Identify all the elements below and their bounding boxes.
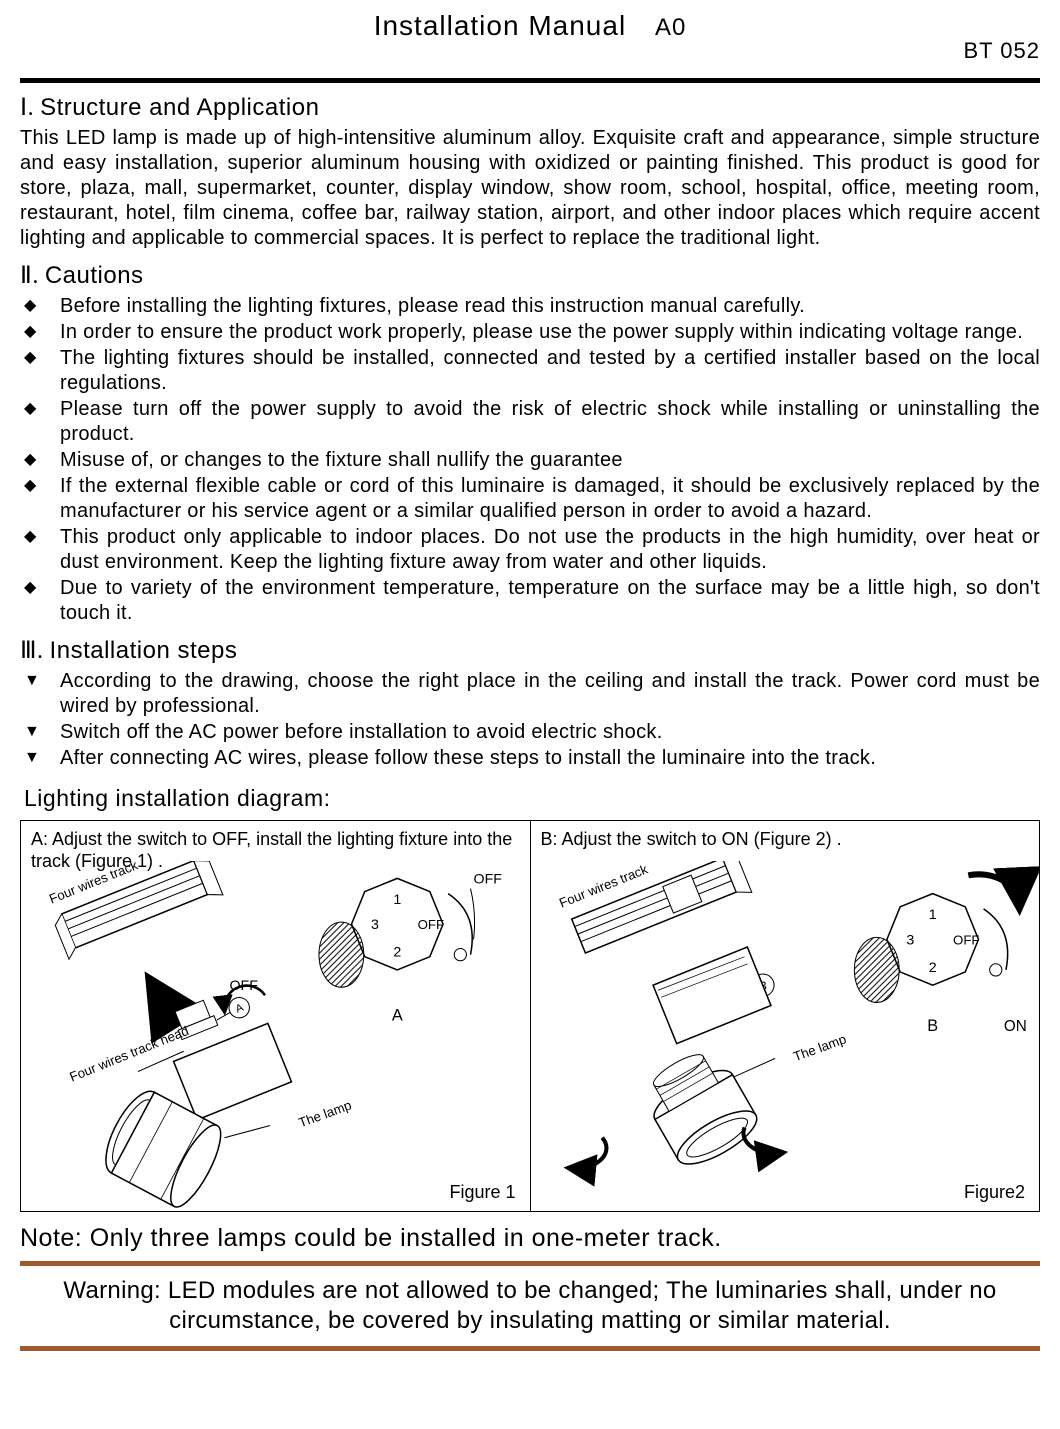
heading-steps: Installation steps bbox=[50, 637, 238, 664]
caution-item: ◆ Due to variety of the environment tempe… bbox=[20, 576, 1040, 626]
step-item: ▼ Switch off the AC power before installa… bbox=[20, 720, 1040, 745]
caution-item: ◆ Before installing the lighting fixtures… bbox=[20, 294, 1040, 319]
caution-item: ◆ Please turn off the power supply to avo… bbox=[20, 397, 1040, 447]
diamond-bullet-icon: ◆ bbox=[24, 399, 37, 419]
header: Installation Manual A0 BT 052 bbox=[20, 10, 1040, 83]
caution-text: In order to ensure the product work prop… bbox=[60, 321, 1023, 343]
figure-1-svg: 1 3 2 OFF OFF A Four wires track OFF bbox=[21, 861, 530, 1211]
section-steps-heading: Ⅲ.Installation steps bbox=[20, 636, 1040, 665]
doc-version: A0 bbox=[655, 14, 686, 41]
heading-structure: Structure and Application bbox=[40, 94, 319, 121]
diamond-bullet-icon: ◆ bbox=[24, 527, 37, 547]
lamp-label-b: The lamp bbox=[791, 1031, 848, 1064]
figure-1-label: Figure 1 bbox=[449, 1182, 515, 1203]
head-label: Four wires track head bbox=[67, 1023, 190, 1085]
dial-1: 1 bbox=[393, 892, 401, 908]
title-row: Installation Manual A0 bbox=[20, 10, 1040, 50]
figure-2-label: Figure2 bbox=[964, 1182, 1025, 1203]
caution-item: ◆ In order to ensure the product work pro… bbox=[20, 320, 1040, 345]
warning-text: Warning: LED modules are not allowed to … bbox=[20, 1274, 1040, 1338]
step-item: ▼ According to the drawing, choose the ri… bbox=[20, 669, 1040, 719]
off-top: OFF bbox=[474, 871, 503, 887]
diagram-panel-b: B: Adjust the switch to ON (Figure 2) . … bbox=[531, 821, 1040, 1211]
caution-item: ◆ If the external flexible cable or cord … bbox=[20, 474, 1040, 524]
dial-3: 3 bbox=[371, 917, 379, 933]
steps-list: ▼ According to the drawing, choose the ri… bbox=[20, 669, 1040, 771]
diamond-bullet-icon: ◆ bbox=[24, 296, 37, 316]
caution-text: Due to variety of the environment temper… bbox=[60, 577, 1040, 624]
diamond-bullet-icon: ◆ bbox=[24, 476, 37, 496]
diamond-bullet-icon: ◆ bbox=[24, 348, 37, 368]
caution-item: ◆ The lighting fixtures should be install… bbox=[20, 346, 1040, 396]
note-text: Note: Only three lamps could be installe… bbox=[20, 1224, 1040, 1253]
roman-1: Ⅰ. bbox=[20, 95, 34, 121]
caution-text: Before installing the lighting fixtures,… bbox=[60, 295, 805, 317]
diamond-bullet-icon: ◆ bbox=[24, 450, 37, 470]
dial-2: 2 bbox=[393, 945, 401, 961]
model-number: BT 052 bbox=[963, 38, 1040, 64]
section-structure-heading: Ⅰ.Structure and Application bbox=[20, 93, 1040, 122]
dial-1b: 1 bbox=[928, 907, 936, 923]
triangle-bullet-icon: ▼ bbox=[24, 671, 40, 691]
caution-item: ◆ This product only applicable to indoor … bbox=[20, 525, 1040, 575]
caution-text: If the external flexible cable or cord o… bbox=[60, 475, 1040, 522]
caution-text: This product only applicable to indoor p… bbox=[60, 526, 1040, 573]
dial-3b: 3 bbox=[906, 932, 914, 948]
warning-rule bbox=[20, 1346, 1040, 1351]
triangle-bullet-icon: ▼ bbox=[24, 722, 40, 742]
structure-body: This LED lamp is made up of high-intensi… bbox=[20, 126, 1040, 251]
section-cautions-heading: Ⅱ.Cautions bbox=[20, 261, 1040, 290]
step-item: ▼ After connecting AC wires, please follo… bbox=[20, 746, 1040, 771]
detail-on-label: ON bbox=[1003, 1018, 1026, 1035]
doc-title: Installation Manual bbox=[374, 10, 626, 41]
caution-text: Misuse of, or changes to the fixture sha… bbox=[60, 449, 623, 471]
figure-2-svg: 1 3 2 OFF B ON Four wires track ON B bbox=[531, 861, 1040, 1211]
cautions-list: ◆ Before installing the lighting fixtures… bbox=[20, 294, 1040, 626]
diagram-panel-a: A: Adjust the switch to OFF, install the… bbox=[21, 821, 531, 1211]
triangle-bullet-icon: ▼ bbox=[24, 748, 40, 768]
step-text: After connecting AC wires, please follow… bbox=[60, 747, 876, 769]
detail-b-label: B bbox=[927, 1017, 938, 1035]
diamond-bullet-icon: ◆ bbox=[24, 578, 37, 598]
roman-3: Ⅲ. bbox=[20, 638, 44, 664]
roman-2: Ⅱ. bbox=[20, 263, 39, 289]
caution-text: Please turn off the power supply to avoi… bbox=[60, 398, 1040, 445]
heading-cautions: Cautions bbox=[45, 262, 144, 289]
dial-2b: 2 bbox=[928, 960, 936, 976]
note-rule bbox=[20, 1261, 1040, 1266]
lamp-label: The lamp bbox=[297, 1097, 354, 1130]
step-text: According to the drawing, choose the rig… bbox=[60, 670, 1040, 717]
caution-item: ◆ Misuse of, or changes to the fixture sh… bbox=[20, 448, 1040, 473]
dial-offb: OFF bbox=[953, 932, 979, 947]
caution-text: The lighting fixtures should be installe… bbox=[60, 347, 1040, 394]
step-text: Switch off the AC power before installat… bbox=[60, 721, 663, 743]
detail-a-label: A bbox=[392, 1007, 403, 1025]
diagram-row: A: Adjust the switch to OFF, install the… bbox=[20, 820, 1040, 1212]
panel-b-caption: B: Adjust the switch to ON (Figure 2) . bbox=[541, 829, 1030, 851]
diagram-title: Lighting installation diagram: bbox=[24, 785, 1040, 812]
header-rule bbox=[20, 78, 1040, 83]
diamond-bullet-icon: ◆ bbox=[24, 322, 37, 342]
dial-off: OFF bbox=[418, 917, 444, 932]
